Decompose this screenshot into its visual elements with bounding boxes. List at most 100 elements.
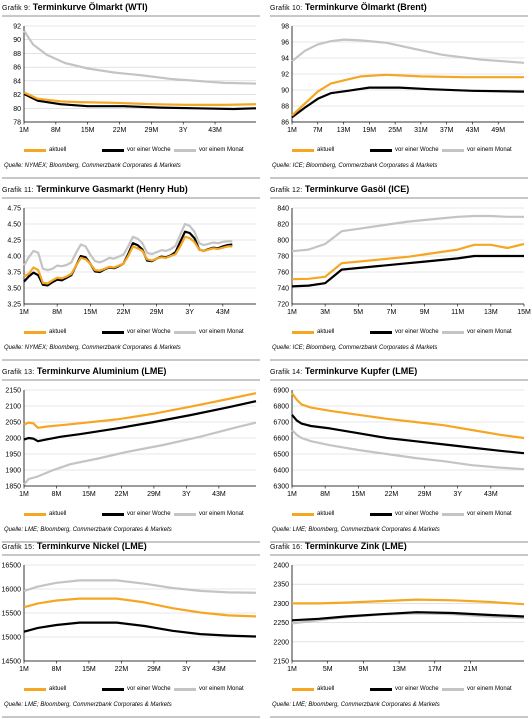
- legend-label: vor einer Woche: [127, 329, 171, 335]
- chart-panel-13: Grafik 13: Terminkurve Aluminium (LME) 18…: [2, 366, 260, 543]
- y-tick-label: 2400: [273, 563, 289, 570]
- series-line-woche: [23, 621, 257, 638]
- chart-title: Grafik 11: Terminkurve Gasmarkt (Henry H…: [2, 184, 188, 196]
- y-tick-label: 15500: [2, 611, 22, 618]
- chart-title-text: Terminkurve Ölmarkt (Brent): [304, 2, 427, 12]
- legend-swatch: [370, 149, 392, 152]
- series-line-monat: [23, 421, 257, 486]
- bottom-divider: [2, 359, 260, 361]
- legend-label: vor einem Monat: [467, 511, 512, 517]
- y-tick-label: 14500: [2, 659, 22, 666]
- y-tick-label: 820: [277, 222, 289, 229]
- x-tick-label: 5M: [323, 666, 333, 673]
- y-tick-label: 4.50: [7, 222, 21, 229]
- chart-legend: aktuell vor einer Woche vor einem Monat: [24, 145, 260, 155]
- bottom-divider: [270, 716, 528, 718]
- legend-swatch: [174, 331, 196, 334]
- chart-prefix: Grafik 14:: [270, 369, 303, 376]
- legend-swatch: [442, 513, 464, 516]
- legend-swatch: [370, 513, 392, 516]
- y-tick-label: 15000: [2, 635, 22, 642]
- x-tick-label: 1M: [19, 666, 29, 673]
- chart-prefix: Grafik 11:: [2, 187, 34, 194]
- x-tick-label: 1M: [19, 491, 29, 498]
- x-tick-label: 29M: [145, 127, 159, 134]
- chart-legend: aktuell vor einer Woche vor einem Monat: [292, 327, 528, 337]
- legend-swatch: [292, 331, 314, 334]
- y-tick-label: 90: [13, 37, 21, 44]
- series-line-monat: [23, 579, 257, 594]
- series-line-woche: [291, 86, 525, 119]
- y-tick-label: 6900: [273, 388, 289, 395]
- chart-title-text: Terminkurve Gasöl (ICE): [304, 184, 410, 194]
- legend-label: vor einem Monat: [199, 511, 244, 517]
- y-tick-label: 720: [277, 302, 289, 309]
- chart-prefix: Grafik 12:: [270, 187, 303, 194]
- y-tick-label: 92: [13, 24, 21, 31]
- legend-label: aktuell: [317, 147, 335, 153]
- y-tick-label: 16000: [2, 587, 22, 594]
- title-divider: [270, 197, 528, 199]
- y-tick-label: 98: [281, 24, 289, 31]
- legend-swatch: [24, 149, 46, 152]
- title-divider: [270, 15, 528, 17]
- series-line-monat: [291, 429, 525, 471]
- chart-source: Quelle: LME; Bloomberg, Commerzbank Corp…: [272, 702, 440, 708]
- x-tick-label: 29M: [418, 491, 432, 498]
- x-tick-label: 43M: [212, 491, 226, 498]
- x-tick-label: 15M: [351, 491, 365, 498]
- x-tick-label: 22M: [117, 309, 131, 316]
- line-chart: 14500 15000 15500 16000 16500 1M 8M 15M 22M 29M 3Y…: [2, 563, 257, 673]
- x-tick-label: 31M: [414, 127, 428, 134]
- legend-swatch: [24, 688, 46, 691]
- chart-legend: aktuell vor einer Woche vor einem Monat: [292, 509, 528, 519]
- chart-prefix: Grafik 16:: [270, 544, 303, 551]
- title-divider: [2, 379, 260, 381]
- legend-swatch: [174, 688, 196, 691]
- x-tick-label: 37M: [440, 127, 454, 134]
- chart-prefix: Grafik 13:: [2, 369, 35, 376]
- series-line-woche: [291, 611, 525, 622]
- x-tick-label: 15M: [83, 309, 97, 316]
- legend-label: vor einem Monat: [467, 147, 512, 153]
- legend-label: vor einer Woche: [127, 511, 171, 517]
- legend-label: vor einer Woche: [395, 147, 439, 153]
- legend-label: vor einer Woche: [395, 511, 439, 517]
- y-tick-label: 82: [13, 92, 21, 99]
- legend-swatch: [370, 331, 392, 334]
- series-line-monat: [23, 30, 257, 85]
- y-tick-label: 88: [281, 104, 289, 111]
- series-line-aktuell: [23, 235, 233, 285]
- chart-source: Quelle: ICE; Bloomberg, Commerzbank Corp…: [272, 345, 438, 351]
- chart-title: Grafik 13: Terminkurve Aluminium (LME): [2, 366, 166, 378]
- x-tick-label: 3M: [320, 309, 330, 316]
- legend-label: aktuell: [317, 329, 335, 335]
- series-line-aktuell: [23, 91, 257, 106]
- y-tick-label: 3.50: [7, 286, 21, 293]
- x-tick-label: 22M: [115, 491, 129, 498]
- y-tick-label: 760: [277, 270, 289, 277]
- y-tick-label: 86: [281, 120, 289, 127]
- chart-title: Grafik 14: Terminkurve Kupfer (LME): [270, 366, 417, 378]
- y-tick-label: 78: [13, 120, 21, 127]
- legend-swatch: [370, 688, 392, 691]
- line-chart: 720 740 760 780 800 820 840 1M 3M 5M 7M 9M 11M 13M 15M: [277, 206, 531, 317]
- y-tick-label: 2300: [273, 601, 289, 608]
- legend-label: aktuell: [317, 686, 335, 692]
- legend-label: aktuell: [317, 511, 335, 517]
- legend-swatch: [442, 149, 464, 152]
- series-line-woche: [291, 254, 524, 288]
- legend-swatch: [442, 688, 464, 691]
- chart-title: Grafik 16: Terminkurve Zink (LME): [270, 541, 407, 553]
- chart-title-text: Terminkurve Ölmarkt (WTI): [32, 2, 148, 12]
- x-tick-label: 43M: [208, 127, 222, 134]
- y-tick-label: 6700: [273, 420, 289, 427]
- chart-panel-14: Grafik 14: Terminkurve Kupfer (LME) 6300 6…: [270, 366, 528, 543]
- y-tick-label: 6800: [273, 404, 289, 411]
- x-tick-label: 1M: [287, 491, 297, 498]
- legend-swatch: [102, 688, 124, 691]
- chart-source: Quelle: ICE; Bloomberg, Commerzbank Corp…: [272, 163, 438, 169]
- x-tick-label: 3Y: [182, 491, 191, 498]
- x-tick-label: 25M: [388, 127, 402, 134]
- chart-legend: aktuell vor einer Woche vor einem Monat: [292, 145, 528, 155]
